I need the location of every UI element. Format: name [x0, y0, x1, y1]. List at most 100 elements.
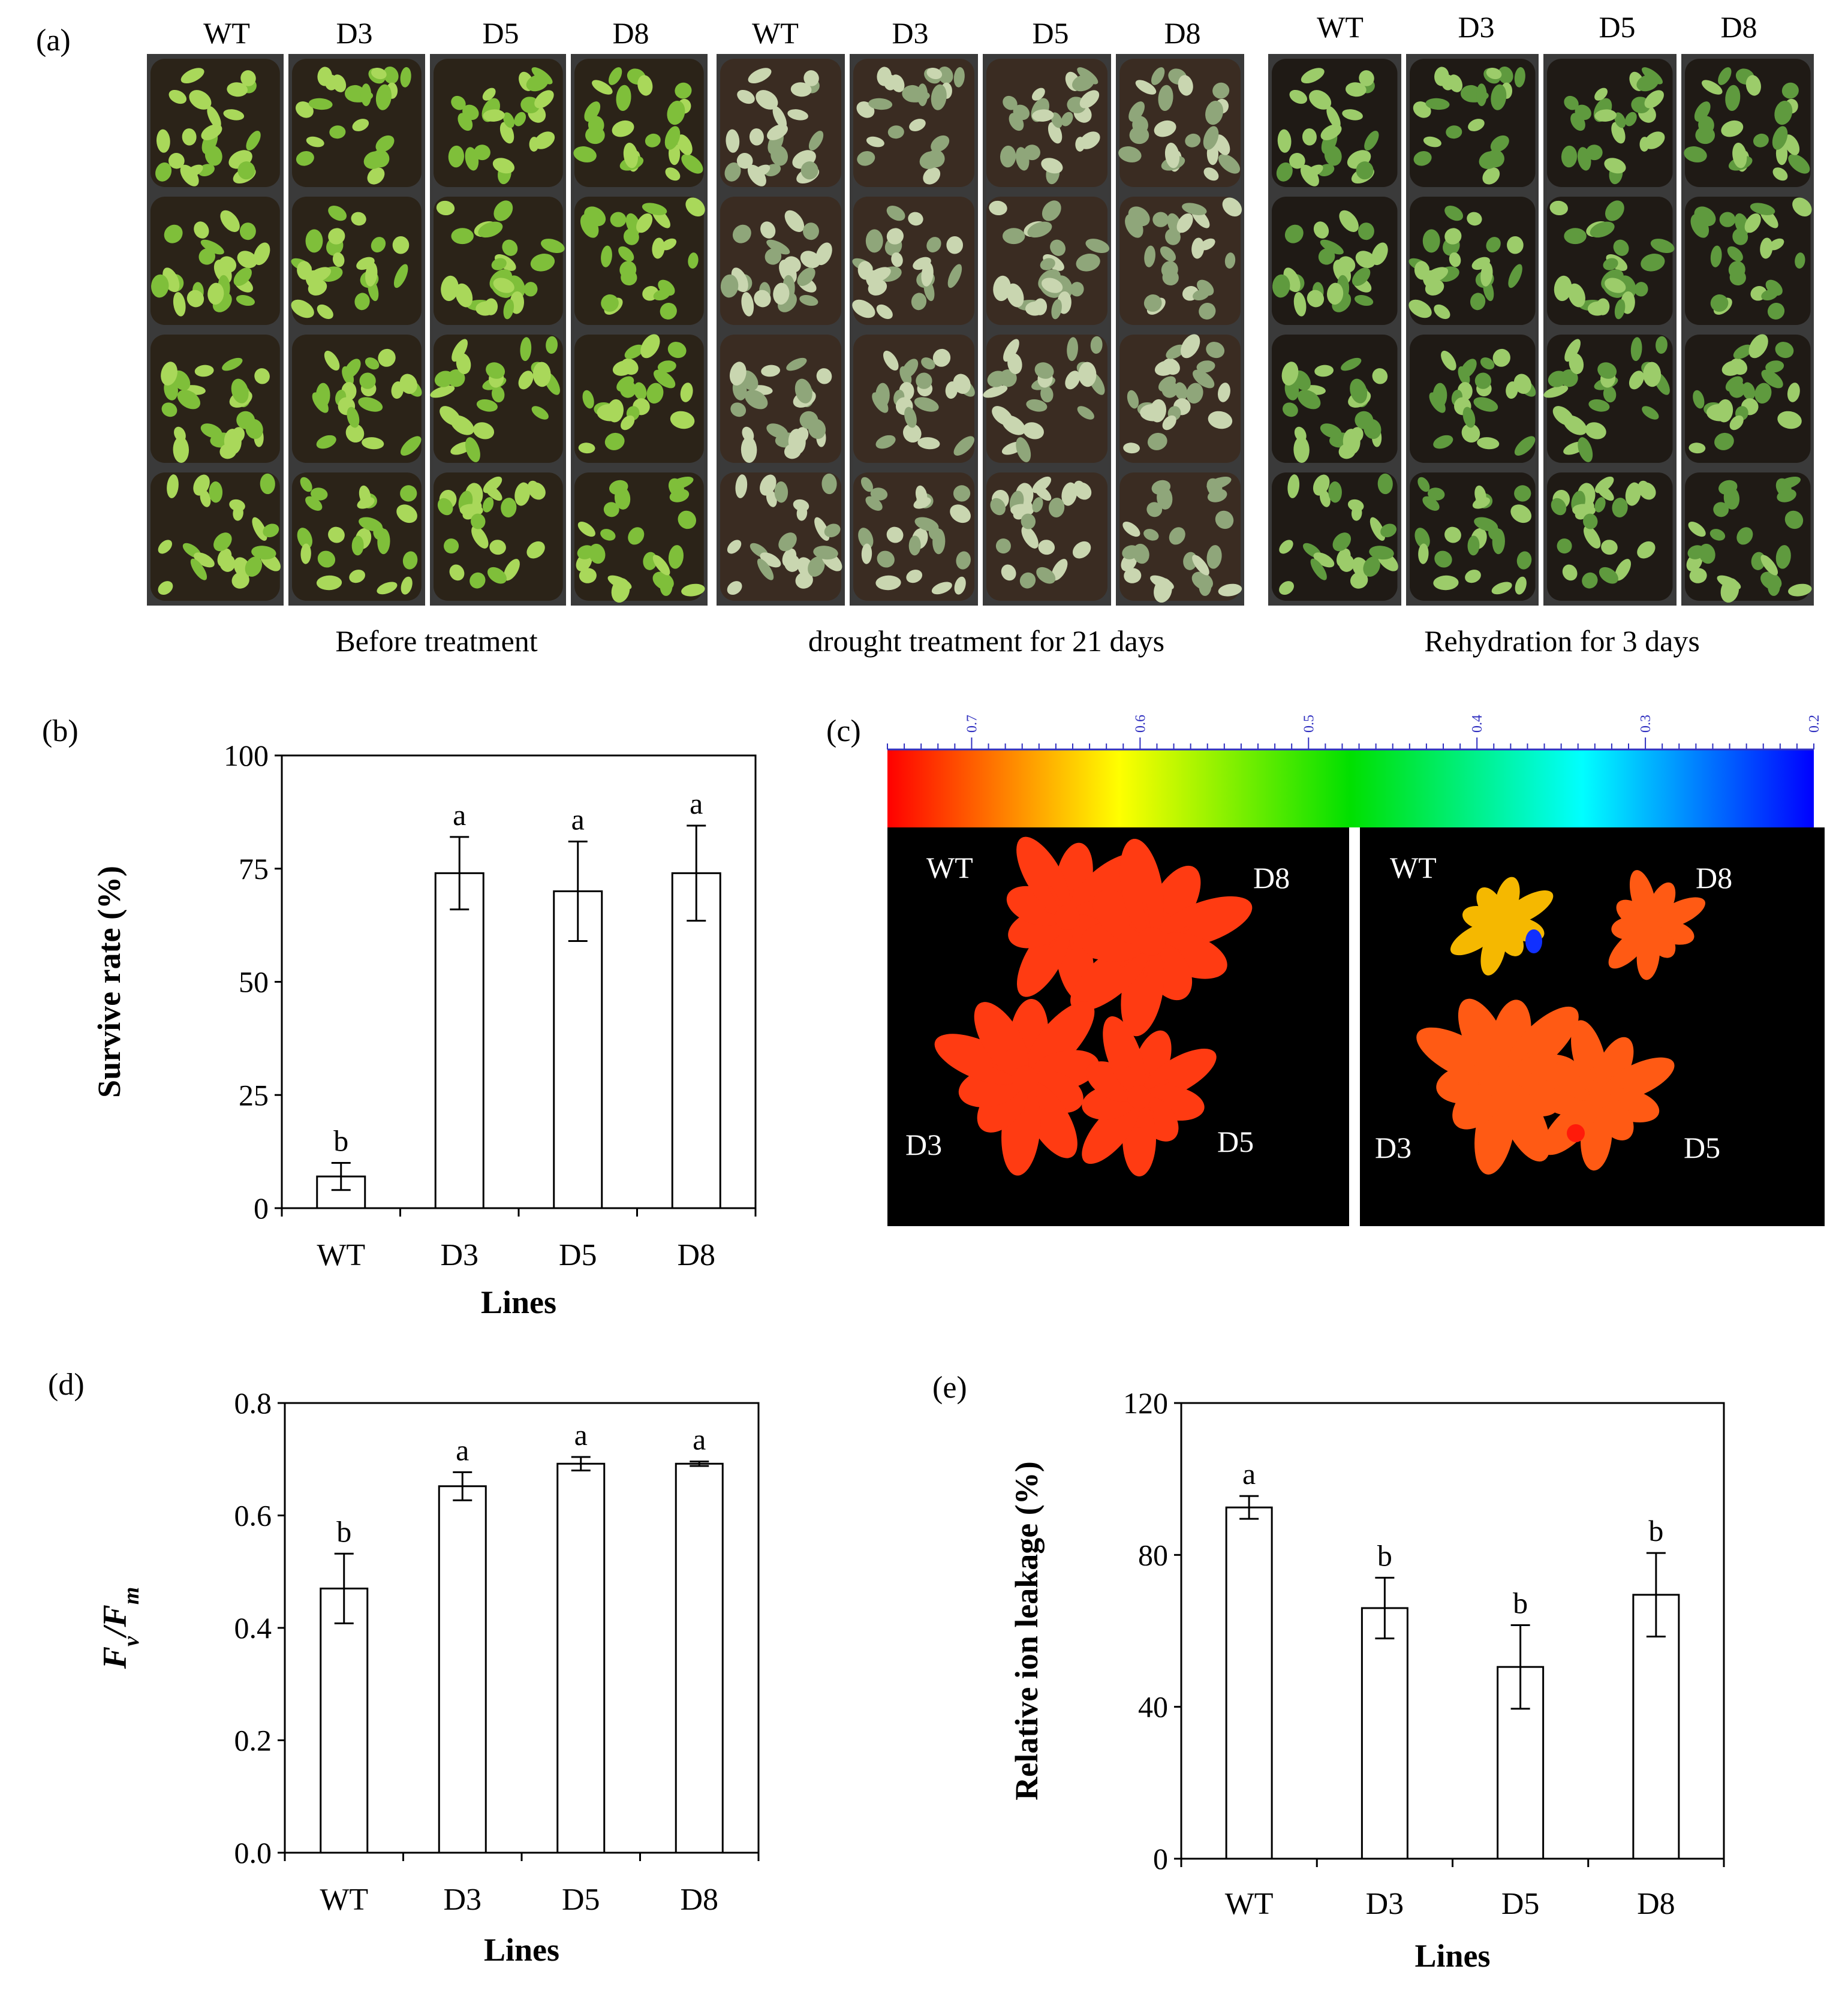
seedling-leaf — [305, 229, 323, 253]
seedling-leaf — [194, 221, 209, 239]
seedling-leaf — [1510, 504, 1531, 523]
seedling-leaf — [236, 295, 255, 306]
seedling-leaf — [470, 513, 485, 529]
tray-lane — [571, 54, 708, 606]
seedling-leaf — [400, 67, 411, 88]
seedling-leaf — [482, 497, 493, 513]
seedling-leaf — [990, 498, 1006, 516]
seedling-leaf — [1642, 406, 1659, 420]
tray-lane — [147, 54, 284, 606]
seedling-leaf — [658, 279, 675, 296]
rosette-d5-stressed — [1542, 1020, 1675, 1171]
seedling-leaf — [1124, 568, 1142, 583]
seedling-leaf — [621, 415, 635, 430]
seedling-leaf — [1031, 88, 1045, 101]
seedling-leaf — [1634, 282, 1648, 297]
seedling-leaf — [1505, 381, 1518, 399]
seedling-leaf — [1021, 513, 1036, 529]
seedling-leaf — [753, 164, 770, 177]
seedling-leaf — [953, 436, 974, 456]
seedling-leaf — [921, 357, 935, 370]
seedling-leaf — [1200, 238, 1215, 251]
category-label: D3 — [443, 1883, 481, 1917]
seedling-leaf — [1754, 383, 1771, 404]
y-tick-label: 75 — [239, 852, 269, 886]
seedling-leaf — [1578, 437, 1593, 462]
seedling-leaf — [945, 381, 958, 399]
seedling-leaf — [1563, 415, 1587, 435]
seedling-leaf — [1413, 151, 1432, 166]
seedling-leaf — [455, 283, 472, 308]
seedling-leaf — [500, 498, 516, 517]
seedling-leaf — [254, 368, 270, 384]
seedling-leaf — [1776, 489, 1796, 502]
seedling-leaf — [808, 419, 826, 439]
seedling-leaf — [237, 161, 255, 180]
seedling-leaf — [1514, 67, 1525, 88]
seedling-leaf — [1424, 267, 1448, 283]
seedling-leaf — [1717, 575, 1741, 590]
seedling-leaf — [741, 436, 757, 463]
x-axis-label: Lines — [1414, 1938, 1490, 1974]
seedling-leaf — [296, 151, 314, 166]
seedling-leaf — [1363, 556, 1380, 577]
seedling-leaf — [1143, 294, 1162, 312]
seedling-leaf — [1429, 392, 1446, 413]
seedling-leaf — [1122, 522, 1140, 537]
seedling-leaf — [669, 545, 684, 569]
seedling-leaf — [1549, 200, 1568, 216]
seedling-leaf — [1151, 480, 1171, 495]
seedling-leaf — [1364, 419, 1382, 439]
seedling-leaf — [485, 362, 505, 379]
seedling-leaf — [1548, 371, 1567, 387]
significance-letter: a — [456, 1433, 469, 1467]
y-tick-label: 100 — [224, 739, 269, 772]
seedling-leaf — [1218, 383, 1230, 402]
seedling-leaf — [1161, 261, 1178, 279]
seedling-leaf — [1775, 476, 1801, 490]
seedling-leaf — [503, 299, 514, 320]
seedling-leaf — [1748, 334, 1768, 359]
seedling-leaf — [254, 242, 270, 266]
seedling-leaf — [1615, 559, 1632, 581]
y-tick-label: 0.6 — [234, 1499, 272, 1533]
photo-col-label: D3 — [336, 16, 373, 50]
seedling-leaf — [1019, 572, 1036, 589]
seedling-leaf — [741, 292, 754, 317]
photo-col-label: D5 — [1599, 10, 1636, 44]
seedling-leaf — [457, 113, 472, 131]
bar — [1632, 1594, 1680, 1860]
seedling-leaf — [1612, 498, 1628, 517]
significance-letter: b — [1377, 1539, 1392, 1572]
seedling-leaf — [607, 399, 624, 423]
category-label: D8 — [680, 1883, 718, 1917]
bar — [671, 872, 721, 1209]
seedling-leaf — [459, 504, 483, 517]
seedling-leaf — [502, 112, 514, 128]
seedling-leaf — [240, 70, 256, 86]
seedling-leaf — [766, 239, 790, 255]
tray-cell — [291, 335, 422, 463]
seedling-leaf — [185, 164, 203, 177]
seedling-leaf — [1192, 555, 1209, 576]
seedling-leaf — [1182, 203, 1207, 215]
seedling-leaf — [573, 146, 597, 162]
seedling-leaf — [1551, 498, 1567, 516]
seedling-leaf — [876, 304, 893, 320]
seedling-leaf — [1161, 381, 1178, 398]
seedling-leaf — [209, 481, 223, 503]
seedling-leaf — [1178, 75, 1193, 96]
seedling-leaf — [915, 485, 928, 505]
seedling-leaf — [1169, 527, 1185, 545]
seedling-leaf — [1040, 386, 1054, 403]
seedling-leaf — [808, 131, 824, 150]
photo-caption: Before treatment — [335, 624, 538, 658]
tray-cell — [1409, 335, 1535, 463]
seedling-leaf — [866, 136, 884, 147]
panel-label-d: (d) — [48, 1368, 85, 1402]
seedling-leaf — [1208, 411, 1233, 429]
seedling-leaf — [1422, 229, 1440, 253]
y-tick-label: 0.2 — [234, 1724, 272, 1757]
bar — [556, 1462, 606, 1854]
seedling-leaf — [436, 200, 455, 216]
